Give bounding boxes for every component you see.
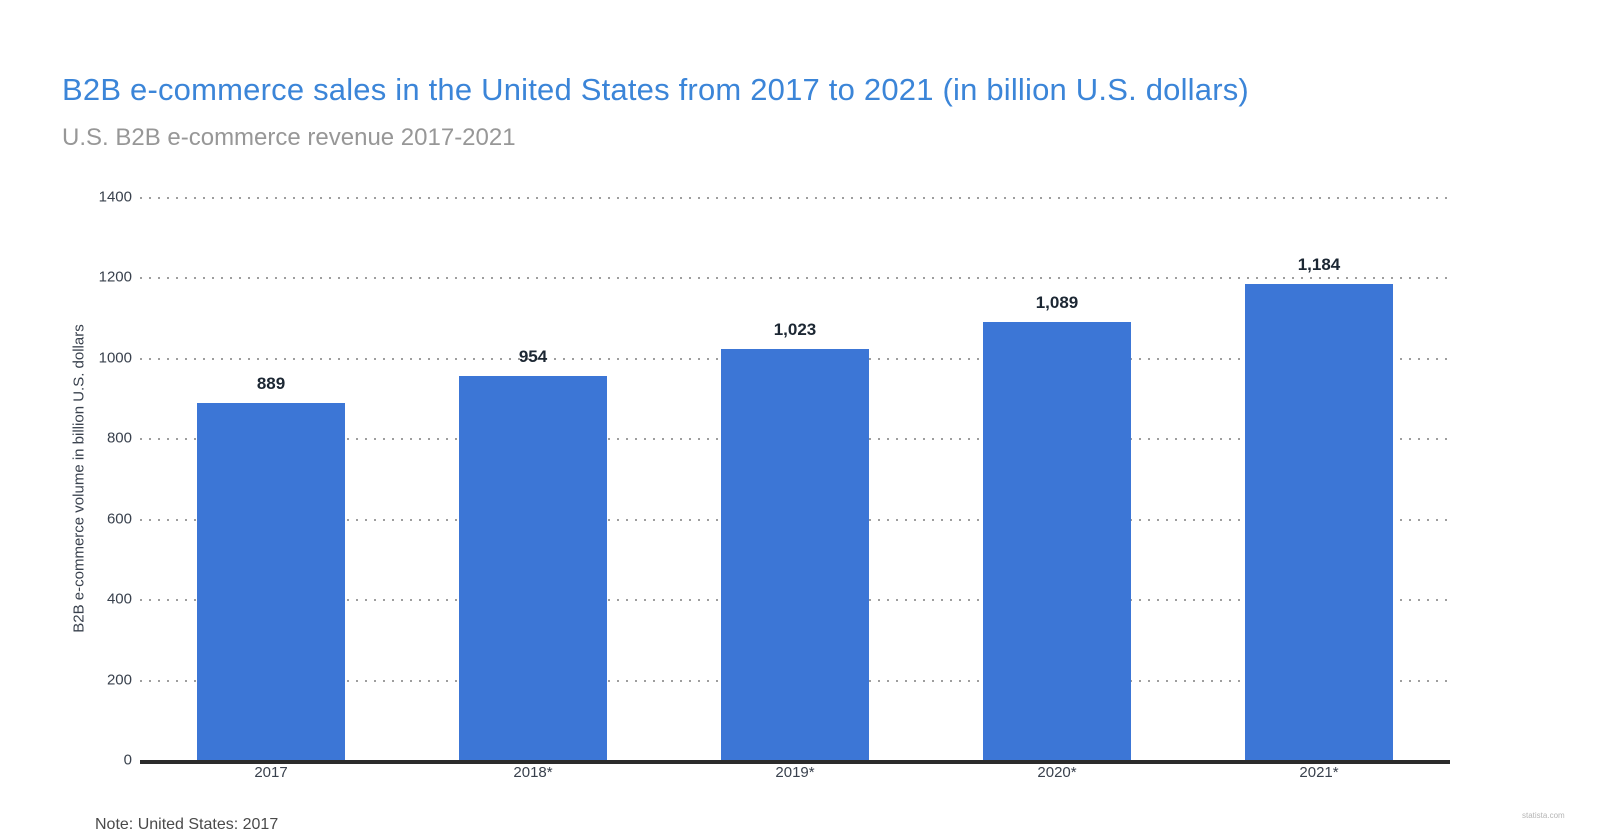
x-tick-2020: 2020* [1037, 764, 1077, 781]
bar-group-2018: 954 [402, 197, 664, 760]
y-tick-1200: 1200 [98, 268, 132, 286]
bar-value-label: 1,023 [773, 319, 817, 339]
bar-group-2019: 1,023 [664, 197, 926, 760]
y-tick-400: 400 [106, 590, 132, 608]
bar [459, 376, 607, 760]
chart-title: B2B e-commerce sales in the United State… [62, 72, 1249, 107]
bars-row: 889 954 1,023 1,089 1,184 [140, 197, 1450, 760]
y-tick-800: 800 [106, 429, 132, 447]
bar-value-label: 1,089 [1035, 293, 1079, 313]
gridline-1200 [140, 277, 1450, 280]
bar-group-2020: 1,089 [926, 197, 1188, 760]
y-tick-200: 200 [106, 671, 132, 689]
y-tick-600: 600 [106, 510, 132, 528]
bar [197, 402, 345, 760]
bar-value-label: 889 [256, 373, 286, 393]
watermark-text: statista.com [1522, 811, 1565, 820]
bar-group-2021: 1,184 [1188, 197, 1450, 760]
bar [983, 322, 1131, 760]
bar-group-2017: 889 [140, 197, 402, 760]
y-axis-tick-labels: 0 200 400 600 800 1000 1200 1400 [70, 189, 132, 769]
bar-value-label: 1,184 [1297, 254, 1341, 274]
plot-area: 889 954 1,023 1,089 1,184 [140, 197, 1450, 764]
y-tick-0: 0 [123, 751, 132, 769]
x-axis-tick-labels: 2017 2018* 2019* 2020* 2021* [140, 764, 1450, 781]
bar [1245, 283, 1393, 760]
y-tick-1400: 1400 [98, 188, 132, 206]
x-tick-2018: 2018* [513, 764, 553, 781]
bar [721, 348, 869, 760]
x-tick-2019: 2019* [775, 764, 815, 781]
x-tick-2017: 2017 [254, 764, 288, 781]
y-tick-1000: 1000 [98, 349, 132, 367]
gridline-1400 [140, 197, 1450, 199]
x-tick-2021: 2021* [1299, 764, 1339, 781]
chart-subtitle: U.S. B2B e-commerce revenue 2017-2021 [62, 124, 516, 151]
bar-value-label: 954 [518, 347, 548, 367]
footer-note: Note: United States; 2017 [95, 816, 279, 829]
